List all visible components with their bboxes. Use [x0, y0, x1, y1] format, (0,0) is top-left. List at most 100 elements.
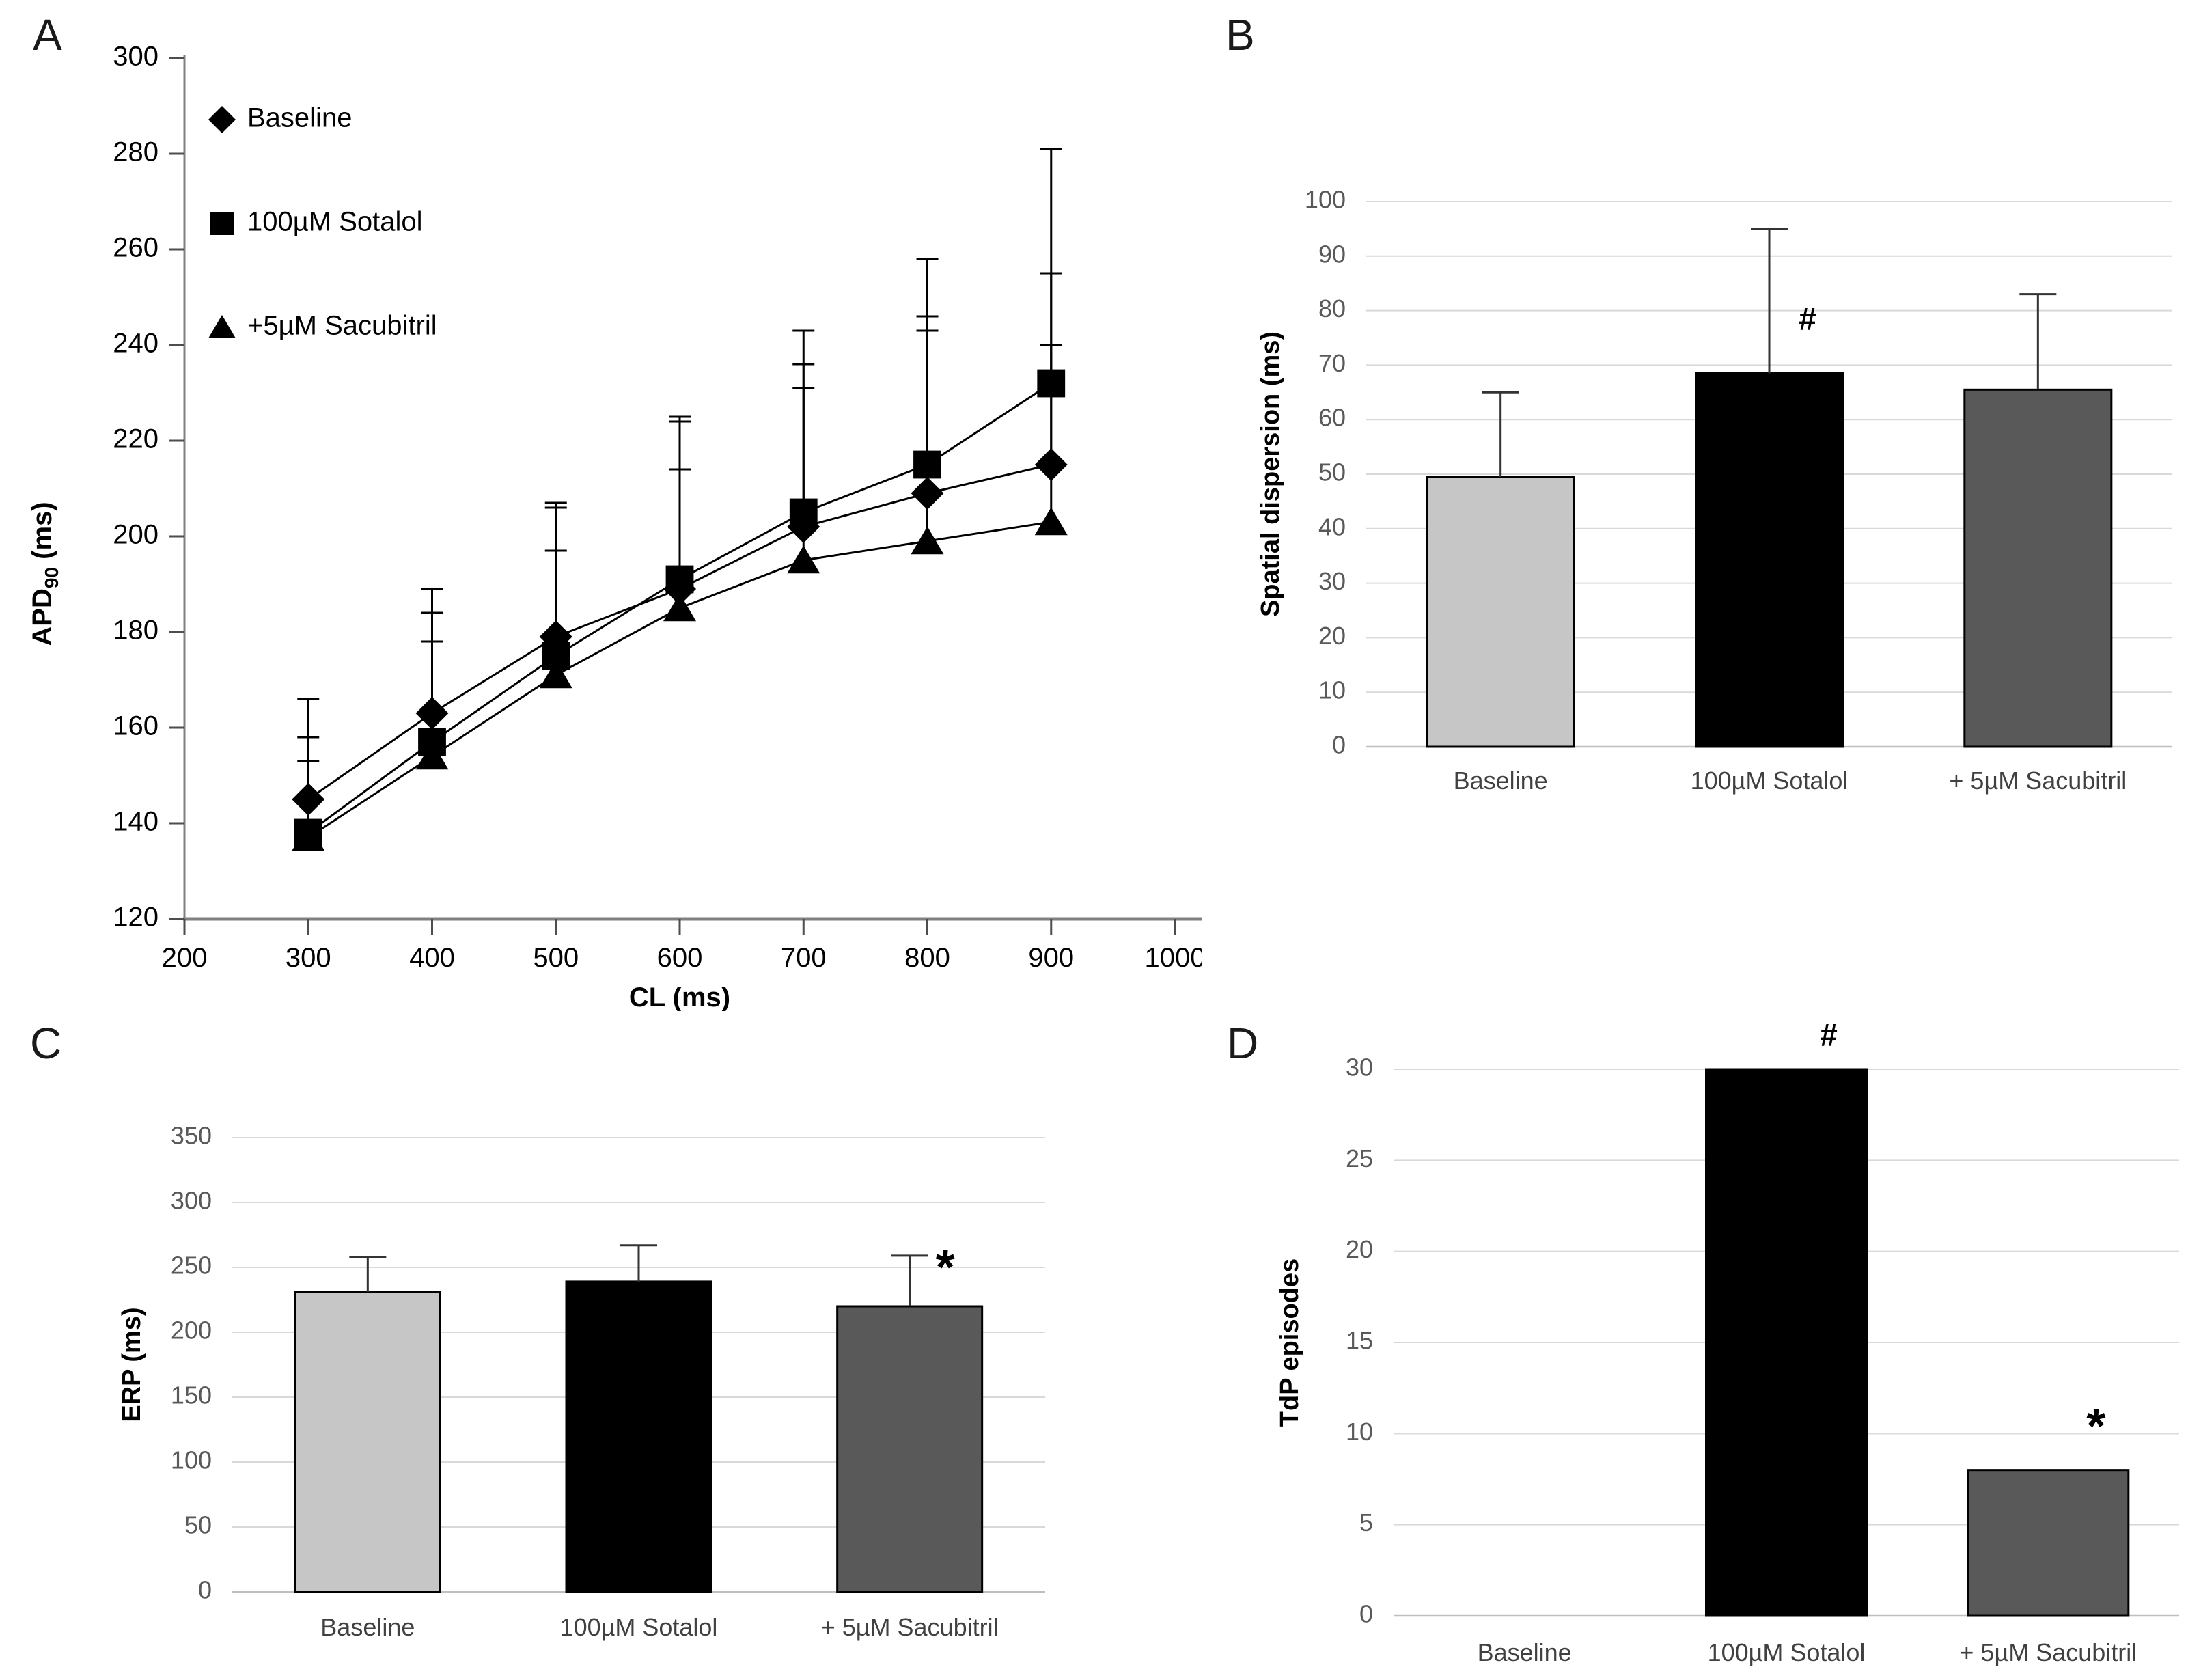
- x-tick-label: 1000: [1145, 943, 1202, 973]
- y-tick-label: 30: [1318, 567, 1346, 595]
- y-tick-label: 150: [171, 1381, 212, 1409]
- diamond-marker: [415, 697, 449, 730]
- asterisk-annotation: *: [936, 1241, 955, 1295]
- bar-0: [294, 1291, 441, 1593]
- bar-1: [1695, 372, 1844, 748]
- hash-annotation: #: [1820, 1017, 1838, 1052]
- y-tick-label: 100: [171, 1446, 212, 1474]
- y-axis-ticks: 120 140 160 180 200 220 240 260 280 300: [113, 42, 184, 933]
- y-tick-label: 25: [1346, 1144, 1373, 1172]
- category-label: Baseline: [320, 1613, 415, 1641]
- asterisk-annotation: *: [2086, 1399, 2105, 1454]
- y-tick-label: 20: [1346, 1235, 1373, 1263]
- y-tick-label: 70: [1318, 349, 1346, 377]
- bar-1: [1705, 1068, 1868, 1617]
- y-tick-label: 140: [113, 807, 158, 837]
- y-tick-label: 80: [1318, 294, 1346, 322]
- triangle-marker: [787, 545, 820, 574]
- category-label: 100µM Sotalol: [1691, 767, 1849, 795]
- plot-area: 0 10 20 30 40 50 60 70 80 90 100 # Baseline 100µM Sot…: [1256, 186, 2172, 795]
- y-tick-label: 200: [171, 1317, 212, 1345]
- y-tick-label: 0: [1332, 731, 1346, 759]
- y-tick-label: 250: [171, 1252, 212, 1280]
- y-axis-title: ERP (ms): [117, 1307, 146, 1422]
- panel-a: A 120 140 160 180 200 220 240 260 280 300 200 300 40…: [0, 0, 1202, 1011]
- error-bars: [349, 1244, 928, 1306]
- annotations: #: [1799, 301, 1816, 337]
- y-tick-label: 40: [1318, 512, 1346, 540]
- x-tick-label: 500: [533, 943, 579, 973]
- panel-c: C 0 50 100 150 200 250 300 350 * Baseline 100µM So…: [0, 1011, 1202, 1680]
- category-labels: Baseline 100µM Sotalol + 5µM Sacubitril: [1478, 1638, 2137, 1666]
- legend-label: 100µM Sotalol: [247, 207, 423, 237]
- y-tick-label: 30: [1346, 1054, 1373, 1082]
- y-tick-label: 50: [1318, 458, 1346, 486]
- y-axis-title: TdP episodes: [1275, 1258, 1304, 1427]
- panel-c-bar-chart: 0 50 100 150 200 250 300 350 * Baseline 100µM Sota…: [117, 1122, 1045, 1641]
- y-tick-label: 5: [1359, 1509, 1373, 1537]
- y-tick-label: 160: [113, 711, 158, 741]
- y-axis-ticks: 0 50 100 150 200 250 300 350: [171, 1122, 212, 1604]
- category-label: Baseline: [1454, 767, 1548, 795]
- plot-area: 120 140 160 180 200 220 240 260 280 300 200 300 400 5…: [27, 42, 1202, 1011]
- square-marker: [542, 642, 570, 670]
- category-labels: Baseline 100µM Sotalol + 5µM Sacubitril: [320, 1613, 998, 1641]
- square-marker: [418, 728, 446, 756]
- y-tick-label: 240: [113, 329, 158, 359]
- annotations: *: [936, 1241, 955, 1295]
- legend-square-marker: [210, 212, 234, 235]
- category-label: + 5µM Sacubitril: [821, 1613, 999, 1641]
- square-marker: [665, 565, 694, 594]
- y-tick-label: 180: [113, 616, 158, 646]
- plot-area: 0 50 100 150 200 250 300 350 * Baseline 100µM Sota…: [117, 1122, 1045, 1641]
- category-label: + 5µM Sacubitril: [1959, 1638, 2137, 1666]
- y-tick-label: 100: [1305, 186, 1346, 214]
- annotations: #*: [1820, 1017, 2105, 1454]
- y-tick-label: 280: [113, 137, 158, 167]
- panel-d-label: D: [1227, 1019, 1259, 1068]
- x-tick-label: 200: [162, 943, 208, 973]
- category-label: + 5µM Sacubitril: [1949, 767, 2127, 795]
- y-tick-label: 260: [113, 233, 158, 263]
- y-tick-label: 0: [1359, 1600, 1373, 1628]
- y-tick-label: 200: [113, 520, 158, 550]
- panel-a-line-chart: 120 140 160 180 200 220 240 260 280 300 200 300 400 5…: [27, 42, 1202, 1011]
- y-axis-ticks: 0 10 20 30 40 50 60 70 80 90 100: [1305, 186, 1346, 759]
- legend-label: +5µM Sacubitril: [247, 311, 437, 341]
- panel-b: B 0 10 20 30 40 50 60 70 80 90 100 # Baseline 100µM S…: [1202, 0, 2201, 888]
- bars: [294, 1280, 984, 1593]
- triangle-marker: [911, 526, 944, 555]
- bar-2: [1963, 388, 2113, 748]
- y-tick-label: 220: [113, 424, 158, 454]
- y-tick-label: 300: [171, 1187, 212, 1215]
- y-tick-label: 90: [1318, 240, 1346, 268]
- y-tick-label: 15: [1346, 1327, 1373, 1355]
- x-axis-title: CL (ms): [629, 982, 730, 1011]
- diamond-marker: [911, 477, 944, 510]
- y-tick-label: 350: [171, 1122, 212, 1150]
- legend-diamond-marker: [208, 106, 236, 133]
- bar-2: [1967, 1469, 2130, 1617]
- bars: [1426, 372, 2113, 748]
- category-label: 100µM Sotalol: [560, 1613, 718, 1641]
- y-tick-label: 20: [1318, 622, 1346, 650]
- x-tick-label: 600: [657, 943, 703, 973]
- y-tick-label: 10: [1346, 1418, 1373, 1446]
- series-square: [294, 369, 1066, 847]
- triangle-marker: [1034, 507, 1068, 536]
- x-tick-label: 700: [781, 943, 827, 973]
- square-marker: [1037, 369, 1066, 398]
- error-bars: [1482, 228, 2057, 477]
- y-tick-label: 300: [113, 42, 158, 72]
- bar-0: [1426, 476, 1575, 748]
- panel-b-bar-chart: 0 10 20 30 40 50 60 70 80 90 100 # Baseline 100µM Sot…: [1256, 186, 2172, 795]
- square-marker: [913, 450, 941, 479]
- square-marker: [789, 498, 818, 527]
- panel-c-label: C: [30, 1019, 62, 1068]
- y-axis-title: Spatial dispersion (ms): [1256, 331, 1285, 617]
- y-tick-label: 120: [113, 903, 158, 933]
- y-tick-label: 10: [1318, 676, 1346, 704]
- square-marker: [294, 818, 322, 847]
